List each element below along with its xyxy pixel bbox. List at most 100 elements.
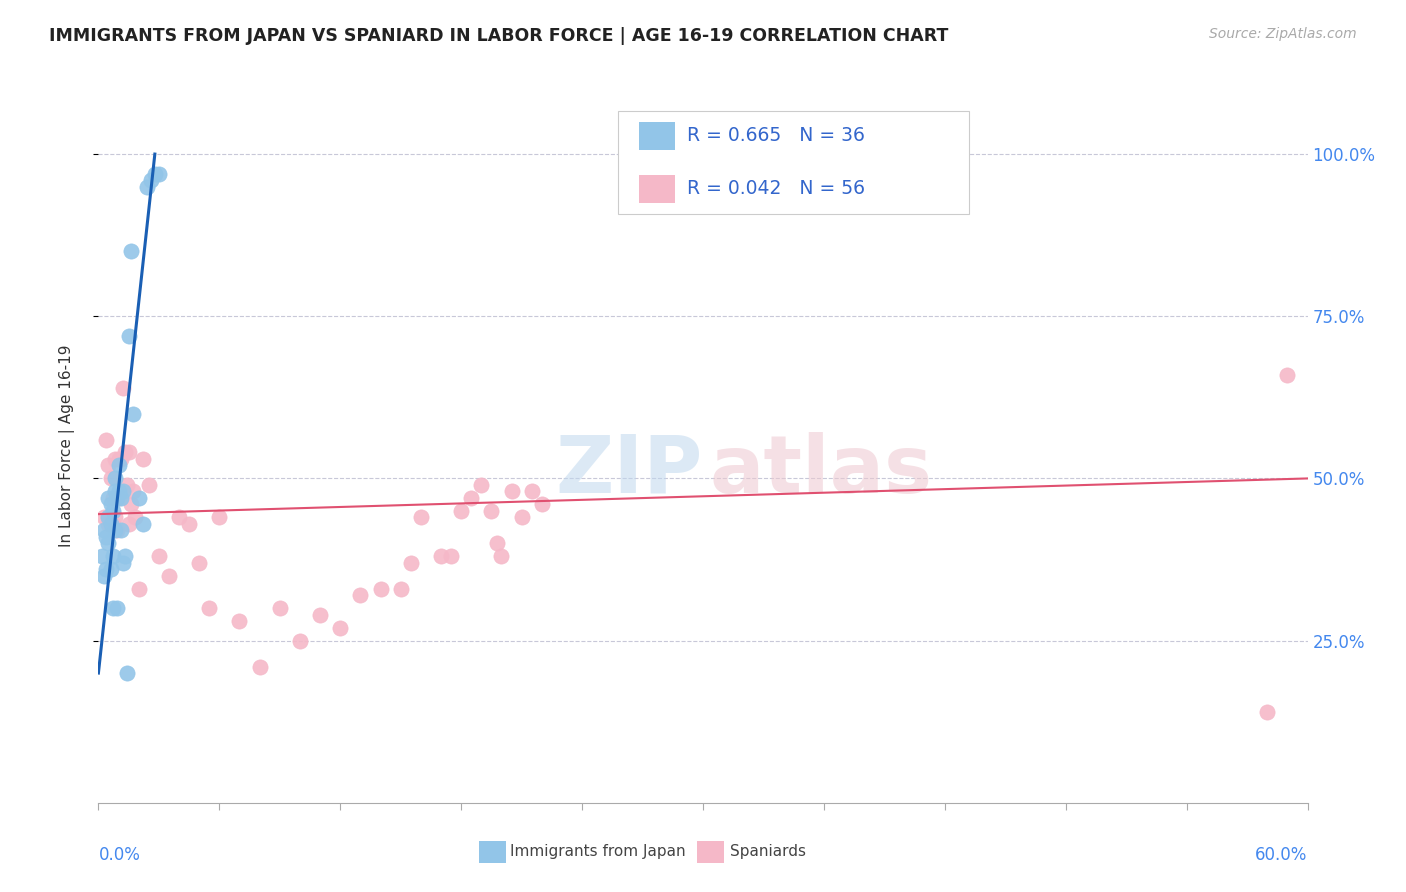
Point xyxy=(114,549,136,564)
Point xyxy=(93,568,115,582)
Point xyxy=(103,484,125,499)
Point xyxy=(249,659,271,673)
Point xyxy=(139,173,162,187)
Point xyxy=(96,562,118,576)
Text: ZIP: ZIP xyxy=(555,432,703,510)
Point xyxy=(399,556,422,570)
Text: IMMIGRANTS FROM JAPAN VS SPANIARD IN LABOR FORCE | AGE 16-19 CORRELATION CHART: IMMIGRANTS FROM JAPAN VS SPANIARD IN LAB… xyxy=(49,27,949,45)
Text: R = 0.665   N = 36: R = 0.665 N = 36 xyxy=(688,127,865,145)
Point xyxy=(105,491,128,505)
Point xyxy=(450,504,472,518)
Point xyxy=(486,536,509,550)
Point xyxy=(389,582,412,596)
Point xyxy=(208,510,231,524)
Point xyxy=(118,516,141,531)
Bar xyxy=(697,840,724,863)
Point xyxy=(179,516,201,531)
Text: R = 0.042   N = 56: R = 0.042 N = 56 xyxy=(688,179,865,198)
Point xyxy=(501,484,523,499)
Point xyxy=(124,510,146,524)
Point xyxy=(111,484,134,499)
Point xyxy=(114,445,136,459)
Point xyxy=(100,516,122,531)
Point xyxy=(135,179,157,194)
Point xyxy=(115,666,138,681)
Point xyxy=(93,524,115,538)
Text: Immigrants from Japan: Immigrants from Japan xyxy=(509,844,685,859)
Point xyxy=(100,497,122,511)
Point xyxy=(157,568,180,582)
Point xyxy=(409,510,432,524)
Point xyxy=(93,510,115,524)
Point xyxy=(97,510,120,524)
Point xyxy=(96,530,118,544)
Point xyxy=(329,621,352,635)
Point xyxy=(1256,705,1278,719)
Text: 0.0%: 0.0% xyxy=(98,846,141,863)
Point xyxy=(128,582,150,596)
Point xyxy=(100,471,122,485)
Point xyxy=(460,491,482,505)
Point xyxy=(121,484,143,499)
Point xyxy=(143,167,166,181)
Text: 60.0%: 60.0% xyxy=(1256,846,1308,863)
Point xyxy=(101,491,124,505)
Point xyxy=(370,582,392,596)
Point xyxy=(188,556,211,570)
Point xyxy=(107,458,129,473)
Point xyxy=(198,601,221,615)
Point xyxy=(470,478,492,492)
Point xyxy=(128,491,150,505)
Point xyxy=(97,536,120,550)
Point xyxy=(103,471,125,485)
Point xyxy=(481,504,503,518)
Point xyxy=(132,516,155,531)
Point xyxy=(530,497,553,511)
Y-axis label: In Labor Force | Age 16-19: In Labor Force | Age 16-19 xyxy=(59,344,75,548)
Point xyxy=(97,516,120,531)
Point xyxy=(148,167,170,181)
Bar xyxy=(638,121,675,150)
Point xyxy=(228,614,250,628)
Text: atlas: atlas xyxy=(709,432,932,510)
FancyBboxPatch shape xyxy=(619,111,969,214)
Point xyxy=(148,549,170,564)
Point xyxy=(107,491,129,505)
Point xyxy=(288,633,311,648)
Point xyxy=(96,433,118,447)
Point xyxy=(103,510,125,524)
Text: Source: ZipAtlas.com: Source: ZipAtlas.com xyxy=(1209,27,1357,41)
Point xyxy=(110,491,132,505)
Point xyxy=(510,510,533,524)
Point xyxy=(430,549,453,564)
Point xyxy=(491,549,513,564)
Point xyxy=(103,524,125,538)
Point xyxy=(138,478,160,492)
Point xyxy=(91,549,114,564)
Point xyxy=(101,601,124,615)
Point xyxy=(110,524,132,538)
Point xyxy=(121,407,143,421)
Point xyxy=(105,601,128,615)
Point xyxy=(120,497,142,511)
Point xyxy=(309,607,332,622)
Point xyxy=(110,452,132,467)
Bar xyxy=(479,840,506,863)
Point xyxy=(132,452,155,467)
Bar xyxy=(638,175,675,203)
Point xyxy=(349,588,371,602)
Point xyxy=(269,601,291,615)
Point xyxy=(118,328,141,343)
Text: Spaniards: Spaniards xyxy=(730,844,806,859)
Point xyxy=(103,452,125,467)
Point xyxy=(111,381,134,395)
Point xyxy=(118,445,141,459)
Point xyxy=(440,549,463,564)
Point xyxy=(101,549,124,564)
Point xyxy=(520,484,543,499)
Point xyxy=(115,478,138,492)
Point xyxy=(107,452,129,467)
Point xyxy=(1277,368,1299,382)
Point xyxy=(107,484,129,499)
Point xyxy=(120,244,142,259)
